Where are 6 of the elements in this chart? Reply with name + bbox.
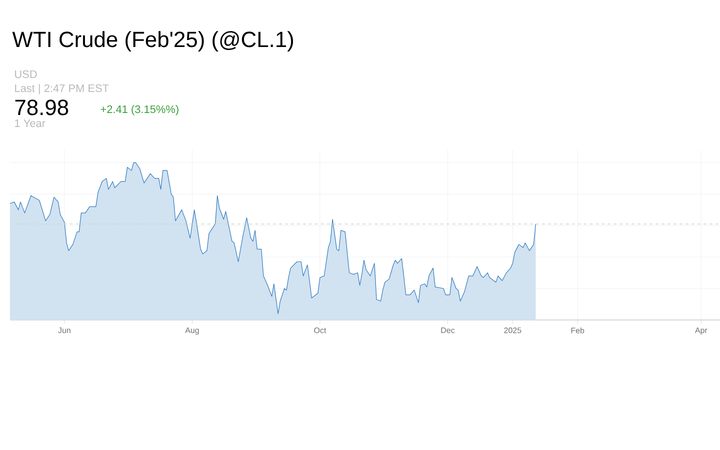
- text: +2.41 (3.15%%): [100, 105, 178, 116]
- text: 78.98: [15, 100, 68, 116]
- text: Last | 2:47 PM EST: [15, 84, 109, 94]
- text: USD: [15, 70, 37, 78]
- text: 1 Year: [15, 119, 46, 128]
- chart-title: WTI Crude (Feb'25) (@CL.1): [12, 31, 294, 52]
